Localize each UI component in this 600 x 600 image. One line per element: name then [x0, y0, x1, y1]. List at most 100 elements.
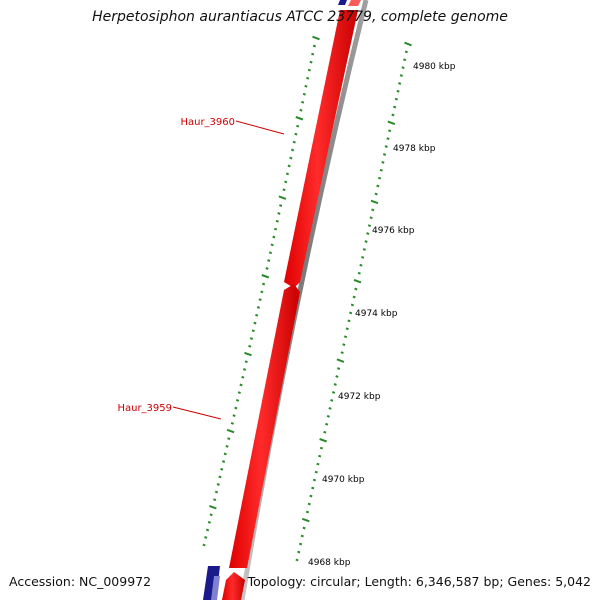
ruler-label-4972: 4972 kbp	[338, 392, 381, 402]
outer-tick-minor	[319, 446, 324, 450]
outer-tick-minor	[386, 137, 390, 141]
inner-tick-minor	[307, 68, 311, 72]
inner-tick-minor	[227, 437, 231, 441]
inner-tick-minor	[241, 375, 245, 379]
gene-arrow-haur-3960	[284, 10, 358, 288]
inner-tick-minor	[260, 290, 264, 294]
outer-tick-minor	[399, 74, 403, 77]
ruler-label-4970: 4970 kbp	[322, 475, 365, 485]
outer-tick-minor	[388, 129, 392, 133]
inner-tick-minor	[248, 344, 252, 348]
outer-tick-minor	[318, 454, 322, 458]
outer-tick-minor	[369, 216, 373, 220]
inner-tick-minor	[213, 498, 217, 502]
map-title: Herpetosiphon aurantiacus ATCC 23779, co…	[92, 9, 508, 25]
inner-tick-minor	[301, 100, 305, 104]
inner-tick-major	[209, 504, 217, 510]
outer-tick-minor	[309, 494, 313, 498]
inner-tick-minor	[285, 172, 290, 176]
inner-tick-minor	[277, 212, 281, 215]
inner-tick-minor	[225, 444, 229, 448]
outer-tick-minor	[335, 375, 339, 378]
genome-summary-text: Topology: circular; Length: 6,346,587 bp…	[247, 574, 591, 589]
outer-tick-minor	[384, 145, 388, 148]
inner-tick-minor	[294, 132, 298, 136]
inner-tick-minor	[237, 391, 241, 395]
inner-tick-minor	[232, 414, 236, 418]
gene-label-haur-3959: Haur_3959	[117, 403, 172, 414]
outer-tick-major	[301, 517, 310, 523]
inner-tick-minor	[304, 84, 308, 88]
inner-tick-minor	[309, 60, 313, 64]
inner-tick-minor	[284, 180, 288, 184]
inner-tick-minor	[306, 76, 310, 80]
inner-tick-major	[261, 274, 270, 279]
inner-tick-minor	[202, 543, 206, 547]
outer-tick-minor	[305, 510, 310, 514]
inner-tick-minor	[216, 483, 220, 486]
inner-tick-minor	[258, 298, 262, 302]
outer-tick-minor	[347, 319, 351, 323]
outer-tick-minor	[314, 470, 318, 474]
outer-tick-minor	[312, 478, 317, 482]
inner-tick-major	[312, 35, 320, 41]
outer-tick-minor	[325, 422, 329, 426]
inner-tick-minor	[249, 337, 254, 340]
inner-tick-minor	[214, 490, 219, 494]
inner-tick-minor	[265, 267, 269, 270]
outer-tick-minor	[349, 311, 353, 315]
outer-tick-minor	[398, 82, 402, 85]
inner-tick-minor	[287, 164, 291, 168]
inner-tick-minor	[289, 156, 293, 160]
outer-tick-minor	[359, 263, 363, 267]
outer-tick-minor	[316, 462, 320, 466]
inner-tick-minor	[242, 368, 247, 371]
outer-tick-minor	[377, 176, 382, 180]
outer-tick-minor	[333, 383, 337, 386]
outer-tick-minor	[382, 153, 387, 156]
inner-tick-major	[295, 116, 304, 121]
outer-tick-minor	[297, 550, 301, 554]
outer-tick-minor	[342, 343, 346, 347]
outer-tick-major	[370, 199, 379, 205]
inner-tick-minor	[230, 421, 234, 425]
reverse-gene-bottom-light	[211, 576, 220, 600]
outer-tick-major	[336, 358, 345, 363]
outer-tick-minor	[393, 105, 397, 109]
inner-tick-minor	[275, 219, 279, 223]
inner-tick-minor	[273, 227, 278, 231]
outer-tick-minor	[401, 66, 405, 70]
outer-tick-major	[404, 41, 412, 47]
inner-tick-minor	[234, 406, 238, 410]
outer-tick-minor	[391, 113, 395, 117]
outer-tick-minor	[403, 58, 407, 62]
inner-tick-major	[244, 351, 252, 357]
outer-tick-minor	[381, 160, 385, 164]
inner-tick-minor	[235, 398, 240, 402]
inner-tick-minor	[272, 235, 276, 239]
gene-arrow-haur-3959	[229, 284, 300, 568]
outer-tick-minor	[374, 192, 378, 196]
gene-label-leader-haur-3960	[235, 120, 285, 135]
outer-tick-minor	[323, 430, 327, 434]
outer-tick-minor	[376, 184, 380, 188]
outer-tick-minor	[337, 367, 341, 370]
inner-tick-minor	[268, 251, 273, 255]
outer-tick-minor	[307, 502, 311, 506]
outer-tick-minor	[326, 414, 330, 418]
reverse-gene-top	[338, 0, 347, 5]
inner-tick-minor	[244, 360, 248, 364]
inner-tick-major	[226, 428, 235, 434]
gene-arrow-bottom	[222, 572, 245, 600]
ruler-label-4974: 4974 kbp	[355, 309, 398, 319]
outer-tick-minor	[328, 406, 332, 410]
outer-tick-minor	[362, 248, 366, 251]
outer-tick-major	[353, 278, 362, 284]
outer-tick-minor	[311, 486, 315, 490]
inner-tick-minor	[296, 124, 300, 128]
inner-tick-minor	[221, 460, 226, 463]
ruler-label-4968: 4968 kbp	[308, 558, 351, 568]
outer-tick-minor	[394, 97, 398, 101]
outer-tick-major	[319, 438, 327, 443]
